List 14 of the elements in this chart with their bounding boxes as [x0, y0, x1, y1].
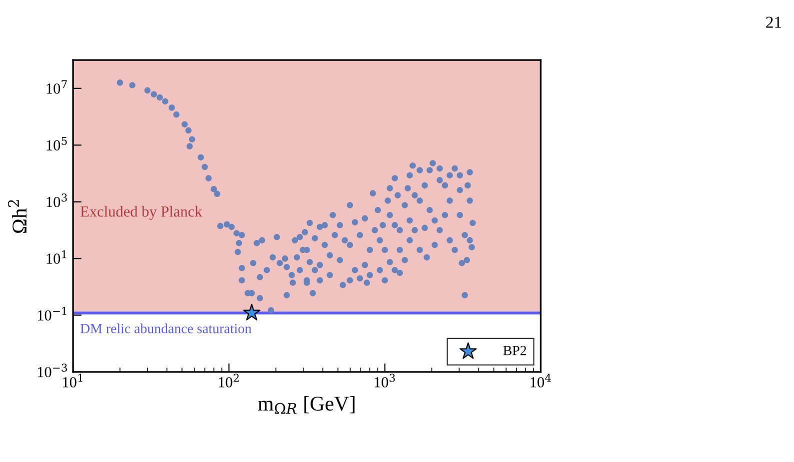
band-label: Excluded by Planck [80, 206, 202, 220]
y-tick-label: 10$^{7}$ [46, 80, 67, 94]
x-tick-label: 10$^{2}$ [218, 374, 239, 388]
x-tick-label: 10$^{3}$ [374, 374, 395, 388]
x-tick-label: 10$^{4}$ [530, 374, 552, 388]
y-tick-label: 10$^{3}$ [46, 194, 67, 208]
y-tick-label: 10$^{−1}$ [38, 306, 66, 321]
y-axis-title: Ωh$^{2}$ [8, 200, 26, 233]
x-axis-title: m$_{ΩR}$ [GeV] [258, 396, 354, 414]
text: 21 [766, 16, 782, 28]
ref-line-label: DM relic abundance saturation [80, 324, 252, 334]
legend-label: BP2 [503, 346, 526, 356]
y-tick-label: 10$^{1}$ [46, 250, 66, 264]
y-tick-label: 10$^{5}$ [46, 136, 67, 150]
